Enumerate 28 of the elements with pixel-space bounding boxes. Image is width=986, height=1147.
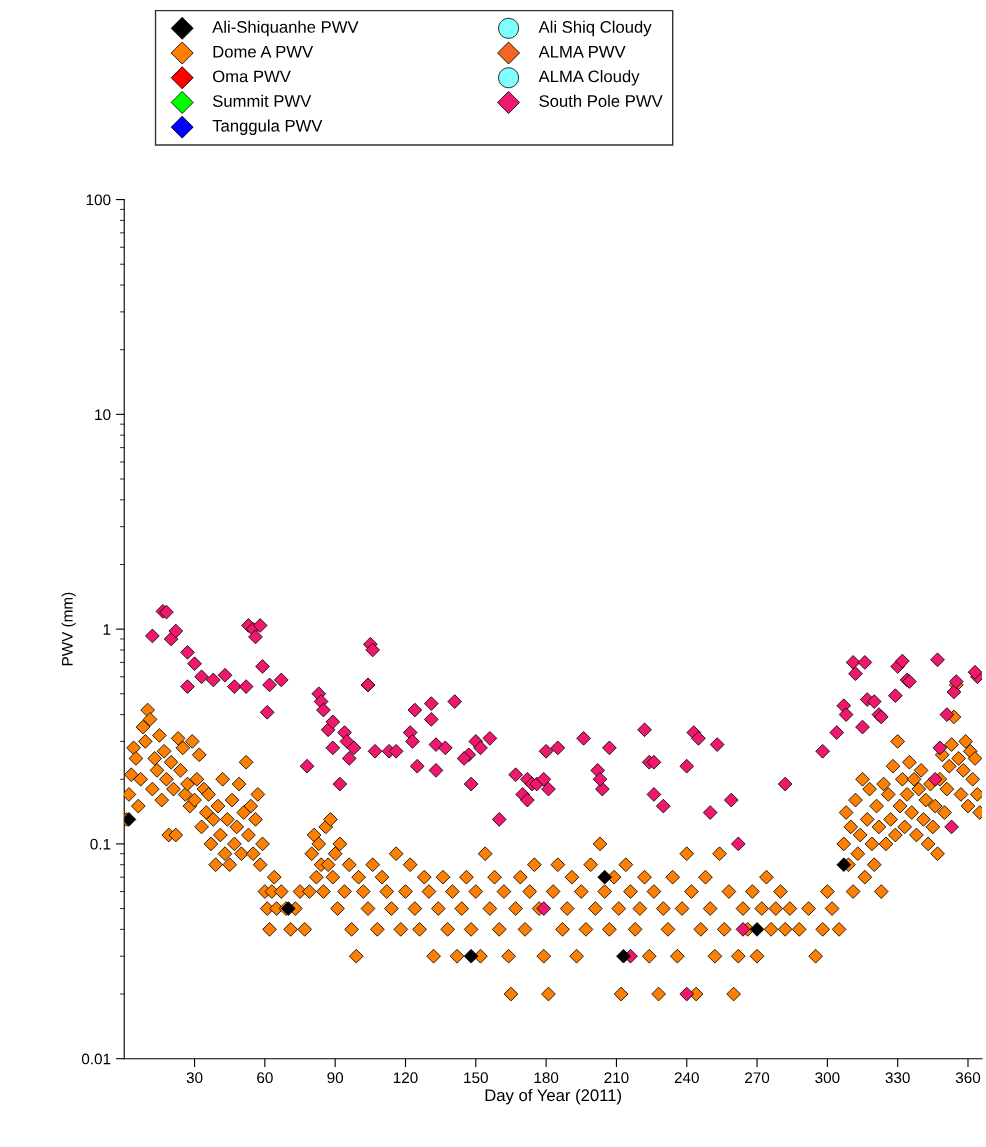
- x-tick-label: 150: [464, 1072, 488, 1084]
- legend-label: Summit PWV: [212, 94, 312, 107]
- legend-label: ALMA PWV: [538, 45, 626, 58]
- legend-label: Dome A PWV: [213, 45, 314, 58]
- x-tick-label: 60: [257, 1072, 273, 1084]
- legend-label: Oma PWV: [212, 70, 291, 83]
- legend-label: ALMA Cloudy: [538, 70, 640, 86]
- x-tick-label: 300: [815, 1072, 840, 1084]
- x-tick-label: 330: [885, 1072, 910, 1084]
- y-tick-label: 0.1: [90, 838, 111, 850]
- x-tick-label: 180: [534, 1072, 559, 1084]
- y-tick-label: 0.01: [81, 1053, 111, 1065]
- legend-label: Ali-Shiquanhe PWV: [212, 20, 359, 37]
- x-tick-label: 270: [745, 1072, 770, 1084]
- x-tick-label: 90: [327, 1072, 344, 1084]
- legend-label: Tanggula PWV: [212, 119, 323, 135]
- y-axis-title: PWV (mm): [61, 592, 76, 666]
- y-tick-label: 1: [103, 624, 111, 635]
- x-tick-label: 240: [674, 1072, 699, 1084]
- x-tick-label: 360: [955, 1072, 981, 1084]
- x-tick-label: 120: [393, 1072, 418, 1084]
- x-tick-label: 210: [604, 1072, 629, 1084]
- legend-label: Ali Shiq Cloudy: [538, 20, 652, 37]
- y-tick-label: 100: [86, 194, 111, 206]
- x-tick-label: 30: [186, 1072, 203, 1084]
- legend-label: South Pole PWV: [539, 94, 663, 107]
- y-tick-label: 10: [95, 409, 111, 421]
- x-axis-title: Day of Year (2011): [485, 1088, 621, 1105]
